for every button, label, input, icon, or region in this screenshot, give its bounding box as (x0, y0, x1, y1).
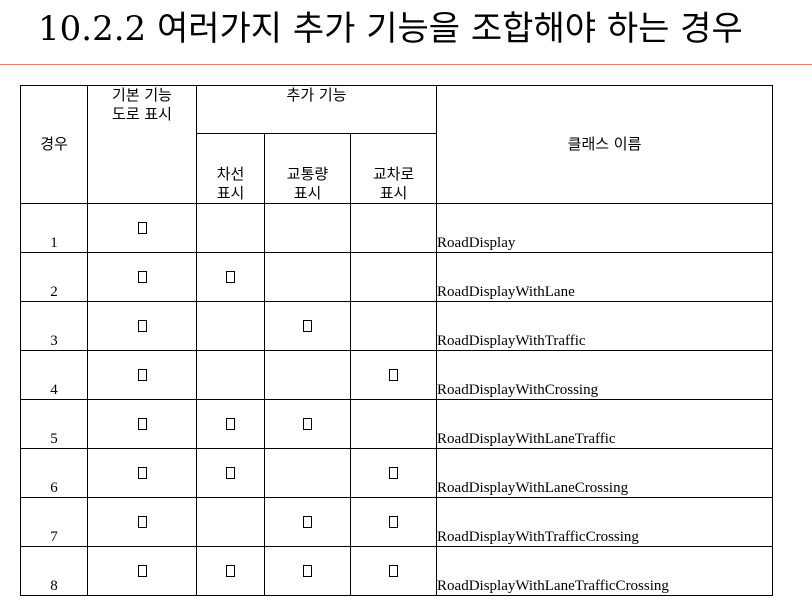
check-box-icon (137, 221, 147, 234)
cell-traffic (264, 301, 351, 351)
header-case-label: 경우 (40, 135, 68, 153)
class-name: RoadDisplayWithTrafficCrossing (436, 497, 774, 547)
header-lane: 차선 표시 (196, 133, 265, 204)
cell-basic (87, 350, 197, 400)
check-box-icon (226, 466, 235, 479)
cell-traffic (264, 448, 351, 498)
check-box-icon (303, 564, 312, 577)
header-basic-label: 기본 기능 도로 표시 (112, 86, 172, 123)
cell-traffic (264, 252, 351, 302)
cell-lane (196, 350, 265, 400)
case-number: 8 (20, 546, 88, 596)
case-number: 2 (20, 252, 88, 302)
cell-traffic (264, 399, 351, 449)
cell-basic (87, 203, 197, 253)
header-case: 경우 (20, 85, 88, 204)
cell-crossing (349, 546, 438, 596)
check-box-icon (226, 270, 235, 283)
check-box-icon (389, 515, 399, 528)
header-basic: 기본 기능 도로 표시 (87, 85, 197, 204)
cell-traffic (264, 497, 351, 547)
case-number: 3 (20, 301, 88, 351)
table-row: 3 RoadDisplayWithTraffic (20, 301, 774, 351)
check-box-icon (303, 515, 312, 528)
check-box-icon (389, 368, 399, 381)
cell-traffic (264, 546, 351, 596)
check-box-icon (389, 564, 399, 577)
cell-basic (87, 252, 197, 302)
check-box-icon (303, 319, 312, 332)
case-number: 1 (20, 203, 88, 253)
check-box-icon (226, 417, 235, 430)
check-box-icon (137, 319, 147, 332)
table-row: 7 RoadDisplayWithTrafficCrossing (20, 497, 774, 547)
case-number: 7 (20, 497, 88, 547)
cell-crossing (349, 497, 438, 547)
check-box-icon (137, 466, 147, 479)
header-addon-label: 추가 기능 (286, 86, 347, 104)
check-box-icon (389, 466, 399, 479)
header-class-name: 클래스 이름 (436, 85, 774, 204)
case-number: 4 (20, 350, 88, 400)
cell-crossing (349, 350, 438, 400)
table-row: 1 RoadDisplay (20, 203, 774, 253)
header-lane-label: 차선 표시 (216, 165, 245, 202)
cell-traffic (264, 203, 351, 253)
check-box-icon (303, 417, 312, 430)
case-number: 6 (20, 448, 88, 498)
check-box-icon (137, 515, 147, 528)
check-box-icon (137, 564, 147, 577)
header-crossing: 교차로 표시 (349, 133, 438, 204)
case-number: 5 (20, 399, 88, 449)
cell-lane (196, 252, 265, 302)
cell-basic (87, 448, 197, 498)
header-addon-group: 추가 기능 (195, 85, 438, 134)
title-divider (0, 64, 812, 65)
cell-lane (196, 497, 265, 547)
check-box-icon (226, 564, 235, 577)
table-row: 2 RoadDisplayWithLane (20, 252, 774, 302)
cell-basic (87, 301, 197, 351)
table-row: 5 RoadDisplayWithLaneTraffic (20, 399, 774, 449)
cell-lane (196, 301, 265, 351)
table-row: 4 RoadDisplayWithCrossing (20, 350, 774, 400)
header-traffic-label: 교통량 표시 (286, 165, 329, 202)
class-name: RoadDisplay (436, 203, 774, 253)
cell-lane (196, 448, 265, 498)
class-name: RoadDisplayWithTraffic (436, 301, 774, 351)
class-name: RoadDisplayWithLaneTraffic (436, 399, 774, 449)
check-box-icon (137, 368, 147, 381)
header-traffic: 교통량 표시 (264, 133, 351, 204)
cell-basic (87, 399, 197, 449)
table-row: 6 RoadDisplayWithLaneCrossing (20, 448, 774, 498)
cell-crossing (349, 301, 438, 351)
cell-lane (196, 399, 265, 449)
check-box-icon (137, 270, 147, 283)
cell-lane (196, 203, 265, 253)
cell-basic (87, 497, 197, 547)
header-class-name-label: 클래스 이름 (567, 135, 642, 153)
cell-crossing (349, 399, 438, 449)
table-body: 경우 기본 기능 도로 표시 추가 기능 클래스 이름 차선 표시 교통량 표시… (20, 85, 774, 596)
class-name: RoadDisplayWithLaneCrossing (436, 448, 774, 498)
cell-basic (87, 546, 197, 596)
cell-crossing (349, 448, 438, 498)
page-title: 10.2.2 여러가지 추가 기능을 조합해야 하는 경우 (38, 9, 743, 49)
class-name: RoadDisplayWithLaneTrafficCrossing (436, 546, 774, 596)
class-name: RoadDisplayWithLane (436, 252, 774, 302)
header-crossing-label: 교차로 표시 (372, 165, 415, 202)
cell-crossing (349, 203, 438, 253)
check-box-icon (137, 417, 147, 430)
cell-traffic (264, 350, 351, 400)
table-row: 8 RoadDisplayWithLaneTrafficCrossing (20, 546, 774, 596)
cell-crossing (349, 252, 438, 302)
class-name: RoadDisplayWithCrossing (436, 350, 774, 400)
combination-table: 경우 기본 기능 도로 표시 추가 기능 클래스 이름 차선 표시 교통량 표시… (20, 85, 774, 596)
cell-lane (196, 546, 265, 596)
